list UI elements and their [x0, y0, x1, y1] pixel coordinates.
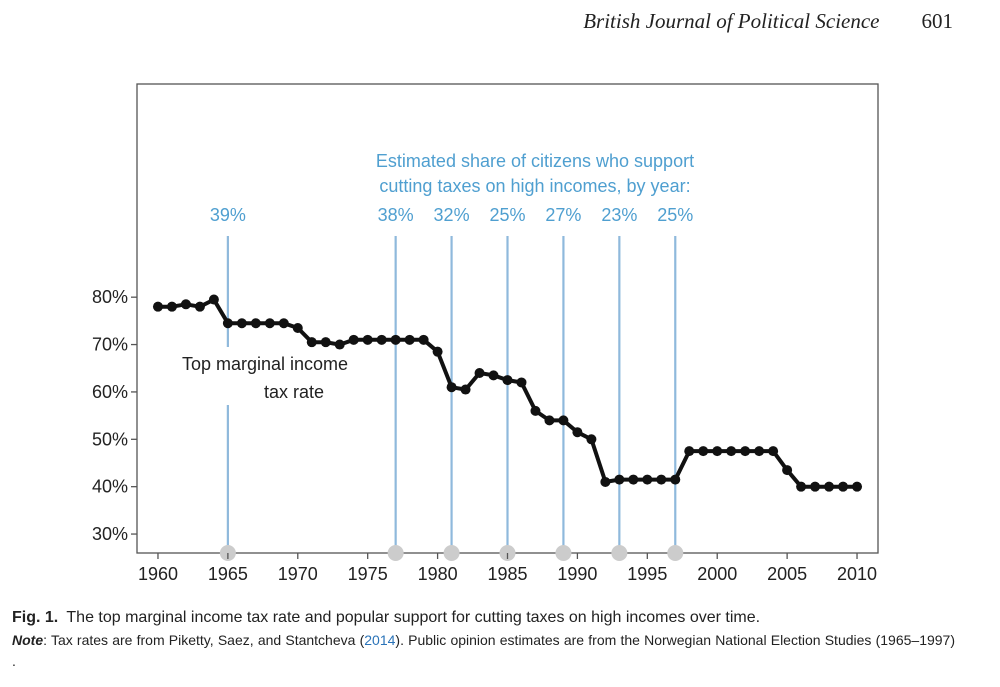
- survey-marker: [555, 545, 572, 561]
- x-tick-label: 1975: [348, 564, 388, 584]
- survey-value-label: 25%: [489, 205, 525, 225]
- tax-rate-point: [684, 446, 695, 457]
- figure-label: Fig. 1.: [12, 609, 59, 626]
- note-text-1: : Tax rates are from Piketty, Saez, and …: [43, 632, 365, 648]
- y-tick-label: 80%: [92, 287, 128, 307]
- journal-header: British Journal of Political Science 601: [583, 9, 953, 34]
- tax-rate-point: [810, 481, 821, 492]
- tax-rate-point: [796, 481, 807, 492]
- page-number: 601: [921, 9, 954, 33]
- x-tick-label: 1995: [627, 564, 667, 584]
- x-tick-label: 1985: [487, 564, 527, 584]
- tax-rate-point: [180, 299, 191, 310]
- tax-rate-point: [460, 384, 471, 395]
- tax-rate-point: [432, 346, 443, 357]
- tax-rate-point: [516, 377, 527, 388]
- note-text-2: ). Public opinion estimates are from the…: [12, 632, 955, 669]
- tax-rate-point: [320, 337, 331, 348]
- tax-rate-point: [670, 474, 681, 485]
- survey-marker: [387, 545, 404, 561]
- survey-title-line: Estimated share of citizens who support: [376, 151, 694, 171]
- tax-rate-point: [768, 446, 779, 457]
- tax-rate-point: [390, 334, 401, 345]
- tax-rate-point: [600, 476, 611, 487]
- caption-text: The top marginal income tax rate and pop…: [66, 609, 761, 626]
- tax-rate-point: [306, 337, 317, 348]
- tax-rate-point: [250, 318, 261, 329]
- survey-value-label: 38%: [378, 205, 414, 225]
- tax-rate-point: [264, 318, 275, 329]
- series-label-line: tax rate: [264, 382, 324, 402]
- caption-title: Fig. 1. The top marginal income tax rate…: [12, 608, 955, 628]
- tax-rate-point: [194, 301, 205, 312]
- tax-rate-point: [558, 415, 569, 426]
- survey-title-line: cutting taxes on high incomes, by year:: [379, 176, 690, 196]
- x-tick-label: 2010: [837, 564, 877, 584]
- survey-value-label: 27%: [545, 205, 581, 225]
- y-tick-label: 70%: [92, 335, 128, 355]
- tax-rate-point: [362, 334, 373, 345]
- x-tick-label: 2000: [697, 564, 737, 584]
- tax-rate-point: [348, 334, 359, 345]
- tax-rate-point: [530, 405, 541, 416]
- tax-rate-point: [586, 434, 597, 445]
- tax-rate-point: [726, 446, 737, 457]
- survey-value-label: 23%: [601, 205, 637, 225]
- tax-rate-point: [404, 334, 415, 345]
- tax-rate-point: [824, 481, 835, 492]
- tax-rate-point: [544, 415, 555, 426]
- x-tick-label: 1970: [278, 564, 318, 584]
- tax-rate-point: [474, 367, 485, 378]
- survey-marker: [443, 545, 460, 561]
- series-label-line: Top marginal income: [182, 354, 348, 374]
- journal-title: British Journal of Political Science: [583, 9, 880, 33]
- tax-rate-point: [642, 474, 653, 485]
- tax-rate-point: [152, 301, 163, 312]
- tax-rate-point: [782, 465, 793, 476]
- tax-rate-point: [208, 294, 219, 305]
- tax-rate-point: [292, 322, 303, 333]
- tax-rate-point: [166, 301, 177, 312]
- tax-rate-point: [712, 446, 723, 457]
- tax-rate-point: [376, 334, 387, 345]
- survey-value-label: 32%: [434, 205, 470, 225]
- tax-rate-point: [754, 446, 765, 457]
- tax-rate-point: [236, 318, 247, 329]
- y-tick-label: 40%: [92, 477, 128, 497]
- x-tick-label: 1980: [418, 564, 458, 584]
- tax-rate-point: [698, 446, 709, 457]
- tax-rate-point: [334, 339, 345, 350]
- x-tick-label: 2005: [767, 564, 807, 584]
- tax-rate-point: [418, 334, 429, 345]
- tax-rate-point: [656, 474, 667, 485]
- survey-value-label: 25%: [657, 205, 693, 225]
- tax-rate-point: [740, 446, 751, 457]
- citation-link[interactable]: 2014: [364, 632, 396, 648]
- tax-rate-point: [572, 427, 583, 438]
- tax-rate-point: [614, 474, 625, 485]
- tax-rate-point: [222, 318, 233, 329]
- tax-rate-point: [852, 481, 863, 492]
- y-tick-label: 60%: [92, 382, 128, 402]
- tax-rate-point: [278, 318, 289, 329]
- x-tick-label: 1960: [138, 564, 178, 584]
- tax-rate-point: [502, 375, 513, 386]
- tax-rate-point: [628, 474, 639, 485]
- note-label: Note: [12, 632, 44, 648]
- x-tick-label: 1990: [557, 564, 597, 584]
- tax-rate-point: [838, 481, 849, 492]
- y-tick-label: 50%: [92, 429, 128, 449]
- figure-caption: Fig. 1. The top marginal income tax rate…: [12, 608, 955, 672]
- survey-marker: [667, 545, 684, 561]
- y-tick-label: 30%: [92, 524, 128, 544]
- tax-rate-chart: 39% 38% 32% 25% 27% 23% 25% Estimated share of …: [92, 83, 879, 584]
- tax-rate-point: [488, 370, 499, 381]
- caption-note: Note: Tax rates are from Piketty, Saez, …: [12, 630, 955, 672]
- survey-marker: [611, 545, 628, 561]
- tax-rate-point: [446, 382, 457, 393]
- x-tick-label: 1965: [208, 564, 248, 584]
- survey-value-label: 39%: [210, 205, 246, 225]
